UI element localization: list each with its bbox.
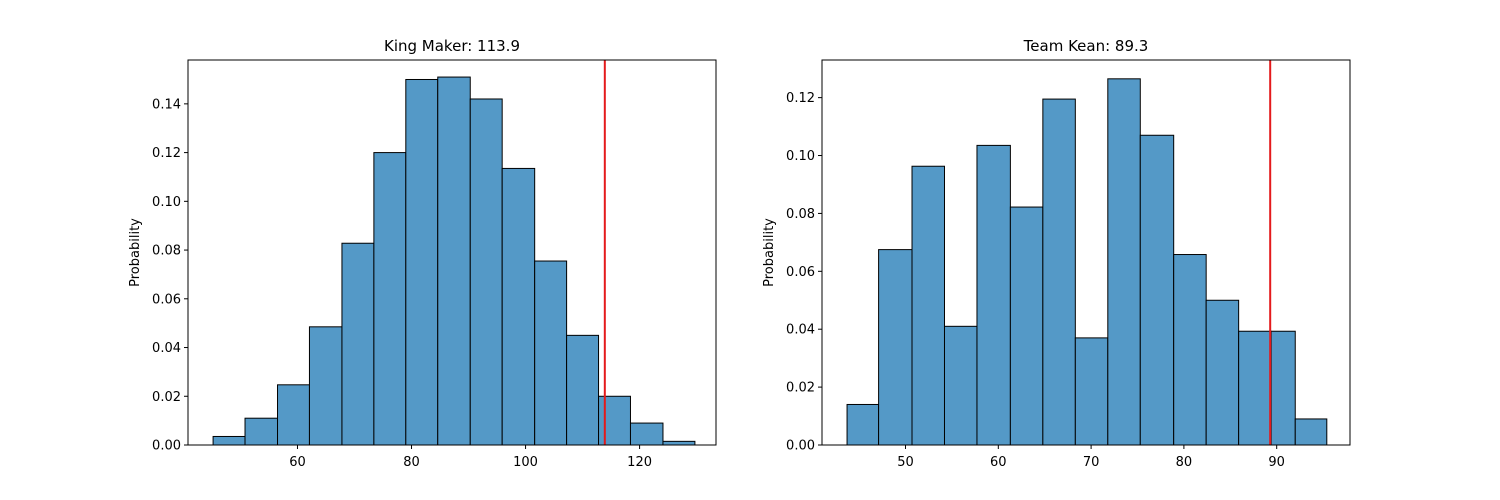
x-tick-label: 80: [1176, 455, 1193, 470]
histogram-bar: [373, 152, 407, 446]
y-tick-label: 0.12: [152, 146, 181, 161]
x-tick-label: 70: [1083, 455, 1100, 470]
histogram-bar: [1270, 330, 1296, 446]
x-axis-ticks: 60 80 100 120: [289, 445, 652, 470]
axes-frame: [187, 59, 717, 446]
histogram-bar: [943, 325, 978, 446]
histogram-bar: [566, 334, 600, 446]
y-tick-label: 0.14: [152, 97, 181, 112]
y-tick-label: 0.04: [152, 341, 181, 356]
y-tick-label: 0.00: [786, 439, 815, 454]
histogram-bar: [308, 326, 343, 446]
y-tick-label: 0.08: [786, 207, 815, 222]
histogram-bar: [662, 440, 696, 446]
histogram-bar: [534, 260, 568, 446]
y-tick-label: 0.12: [786, 91, 815, 106]
histogram-bar: [1173, 254, 1207, 446]
histogram-bar: [1205, 299, 1240, 446]
histogram-bar: [469, 98, 503, 446]
x-tick-label: 120: [627, 455, 652, 470]
y-axis-label: Probability: [762, 218, 777, 287]
histogram-bar: [1294, 418, 1328, 446]
axes-frame: [821, 59, 1351, 446]
y-tick-label: 0.10: [152, 195, 181, 210]
x-tick-label: 60: [289, 455, 306, 470]
histogram-bar: [277, 384, 310, 446]
histogram-bar: [437, 76, 471, 446]
x-tick-label: 90: [1268, 455, 1285, 470]
histogram-bar: [598, 395, 631, 446]
y-tick-label: 0.10: [786, 149, 815, 164]
y-tick-label: 0.06: [152, 292, 181, 307]
y-tick-label: 0.08: [152, 244, 181, 259]
y-tick-label: 0.00: [152, 439, 181, 454]
histogram-bar: [1238, 330, 1272, 446]
histogram-bar: [846, 403, 880, 446]
y-axis-ticks: 0.00 0.02 0.04 0.06 0.08 0.10 0.12: [786, 91, 822, 454]
x-tick-label: 50: [897, 455, 914, 470]
y-axis-ticks: 0.00 0.02 0.04 0.06 0.08 0.10 0.12 0.14: [152, 97, 188, 454]
chart-king-maker: King Maker: 113.9 Probability 60 80 100 120…: [128, 37, 717, 470]
x-axis-ticks: 50 60 70 80 90: [897, 445, 1285, 470]
histogram-bar: [341, 242, 375, 446]
histogram-bar: [911, 165, 945, 446]
histogram-bar: [1042, 98, 1076, 446]
histogram-bar: [976, 144, 1011, 446]
y-tick-label: 0.02: [152, 390, 181, 405]
chart-team-kean: Team Kean: 89.3 Probability 50 60 70 80 90 0…: [762, 37, 1351, 470]
y-tick-label: 0.02: [786, 381, 815, 396]
histogram-bar: [878, 249, 913, 446]
chart-title: Team Kean: 89.3: [1023, 37, 1149, 55]
histogram-bar: [405, 78, 439, 446]
histogram-bar: [629, 422, 664, 446]
chart-title: King Maker: 113.9: [384, 37, 520, 55]
histogram-bar: [1074, 337, 1109, 446]
bars: [212, 76, 696, 446]
histogram-bar: [244, 417, 279, 446]
x-tick-label: 80: [403, 455, 420, 470]
histogram-bar: [1009, 206, 1044, 446]
x-tick-label: 100: [513, 455, 538, 470]
histogram-bar: [212, 435, 246, 446]
histogram-bar: [501, 167, 536, 446]
y-tick-label: 0.06: [786, 265, 815, 280]
y-tick-label: 0.04: [786, 323, 815, 338]
x-tick-label: 60: [990, 455, 1007, 470]
histogram-bar: [1107, 78, 1141, 446]
histogram-bar: [1139, 134, 1175, 446]
bars: [846, 78, 1328, 446]
y-axis-label: Probability: [128, 218, 143, 287]
